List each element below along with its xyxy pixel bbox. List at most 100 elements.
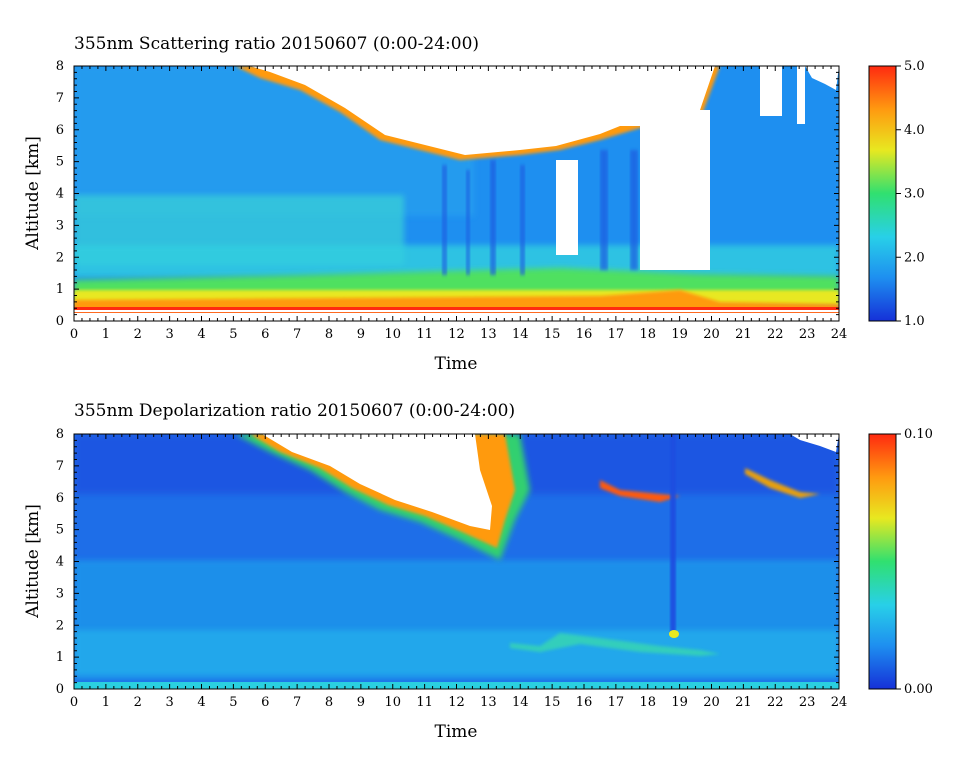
colorbar-tick-label: 5.0 <box>904 59 925 74</box>
y-tick-label: 6 <box>56 123 64 138</box>
scattering-title: 355nm Scattering ratio 20150607 (0:00-24… <box>74 34 479 54</box>
x-tick-label: 18 <box>639 327 656 342</box>
dr-colorbar-ticks: 0.00 0.10 <box>896 427 933 697</box>
sr-colorbar <box>868 65 897 322</box>
x-tick-label: 2 <box>134 327 142 342</box>
y-tick-label: 7 <box>56 91 64 106</box>
x-tick-label: 17 <box>608 695 625 710</box>
x-tick-label: 15 <box>544 327 561 342</box>
x-tick-label: 20 <box>703 695 720 710</box>
y-tick-label: 0 <box>56 682 64 697</box>
dr-spot <box>669 630 679 638</box>
x-tick-label: 1 <box>102 327 110 342</box>
y-tick-label: 7 <box>56 459 64 474</box>
sr-axes: 0 1 2 3 4 5 6 7 8 9 10 11 12 13 14 15 16 17 18 19 20 21 22 23 24… <box>56 59 848 342</box>
x-tick-label: 3 <box>165 695 173 710</box>
sr-cloud-column-2 <box>640 110 710 270</box>
x-tick-label: 9 <box>357 327 365 342</box>
sr-colorbar-ticks: 1.0 2.0 3.0 4.0 5.0 <box>896 59 925 329</box>
colorbar-tick-label: 0.10 <box>904 427 933 442</box>
dr-colorbar <box>868 433 897 690</box>
x-tick-label: 1 <box>102 695 110 710</box>
y-tick-label: 2 <box>56 250 64 265</box>
dr-ylabel: Altitude [km] <box>23 504 43 619</box>
x-tick-label: 8 <box>325 327 333 342</box>
x-tick-label: 11 <box>416 327 433 342</box>
sr-surface-layer <box>74 307 839 310</box>
sr-vertical-streaks <box>442 150 638 275</box>
x-tick-label: 4 <box>197 695 205 710</box>
sr-cloud-column-1 <box>556 160 578 255</box>
x-tick-label: 5 <box>229 695 237 710</box>
x-tick-label: 16 <box>576 327 593 342</box>
dr-cloud-patch-2 <box>745 468 820 498</box>
x-tick-label: 17 <box>608 327 625 342</box>
dr-cloud-patch-3 <box>790 434 839 452</box>
x-tick-label: 20 <box>703 327 720 342</box>
x-tick-label: 19 <box>671 327 688 342</box>
sr-cloud-saturated <box>250 66 715 155</box>
y-tick-label: 5 <box>56 523 64 538</box>
y-tick-label: 8 <box>56 427 64 442</box>
sr-xlabel: Time <box>435 354 478 374</box>
x-tick-label: 13 <box>480 695 497 710</box>
x-tick-label: 9 <box>357 695 365 710</box>
dr-cloud-saturated <box>262 434 492 530</box>
x-tick-label: 18 <box>639 695 656 710</box>
x-tick-label: 16 <box>576 695 593 710</box>
sr-ylabel: Altitude [km] <box>23 136 43 251</box>
sr-surface-line <box>74 312 839 313</box>
scattering-heatmap <box>74 66 839 321</box>
y-tick-label: 8 <box>56 59 64 74</box>
sr-orange-layer <box>74 290 839 310</box>
x-tick-label: 6 <box>261 327 269 342</box>
x-tick-label: 15 <box>544 695 561 710</box>
x-tick-label: 11 <box>416 695 433 710</box>
dr-xlabel: Time <box>435 722 478 742</box>
x-tick-label: 14 <box>512 327 529 342</box>
x-tick-label: 23 <box>799 327 816 342</box>
y-tick-label: 5 <box>56 155 64 170</box>
scattering-ratio-panel: 355nm Scattering ratio 20150607 (0:00-24… <box>23 34 925 374</box>
y-tick-label: 2 <box>56 618 64 633</box>
colorbar-tick-label: 3.0 <box>904 187 925 202</box>
y-tick-label: 3 <box>56 586 64 601</box>
x-tick-label: 13 <box>480 327 497 342</box>
x-tick-label: 19 <box>671 695 688 710</box>
x-tick-label: 23 <box>799 695 816 710</box>
depolarization-heatmap <box>74 434 839 689</box>
x-tick-label: 12 <box>448 695 465 710</box>
colorbar-tick-label: 4.0 <box>904 123 925 138</box>
x-tick-label: 3 <box>165 327 173 342</box>
x-tick-label: 8 <box>325 695 333 710</box>
sr-cloud-column-4 <box>797 66 805 124</box>
x-tick-label: 22 <box>767 695 784 710</box>
dr-axes: 0 1 2 3 4 5 6 7 8 9 10 11 12 13 14 15 16 17 18 19 20 21 22 23 24… <box>56 427 848 710</box>
x-tick-label: 6 <box>261 695 269 710</box>
x-tick-label: 14 <box>512 695 529 710</box>
dr-boundary-band <box>74 630 839 675</box>
x-tick-label: 21 <box>735 327 752 342</box>
x-tick-label: 0 <box>70 695 78 710</box>
y-tick-label: 1 <box>56 650 64 665</box>
depolarization-title: 355nm Depolarization ratio 20150607 (0:0… <box>74 401 515 421</box>
x-tick-label: 7 <box>293 695 301 710</box>
dr-low-feature <box>510 633 720 656</box>
x-tick-label: 4 <box>197 327 205 342</box>
y-tick-label: 0 <box>56 314 64 329</box>
dr-streak <box>670 434 676 634</box>
sr-surface-gap <box>74 310 839 321</box>
x-tick-label: 24 <box>831 327 848 342</box>
colorbar-tick-label: 1.0 <box>904 314 925 329</box>
colorbar-tick-label: 0.00 <box>904 682 933 697</box>
x-tick-label: 5 <box>229 327 237 342</box>
colorbar-tick-label: 2.0 <box>904 250 925 265</box>
x-tick-label: 12 <box>448 327 465 342</box>
y-tick-label: 4 <box>56 187 64 202</box>
y-tick-label: 1 <box>56 282 64 297</box>
x-tick-label: 0 <box>70 327 78 342</box>
x-tick-label: 24 <box>831 695 848 710</box>
x-tick-label: 10 <box>384 695 401 710</box>
dr-cloud-patch-1 <box>600 480 680 502</box>
